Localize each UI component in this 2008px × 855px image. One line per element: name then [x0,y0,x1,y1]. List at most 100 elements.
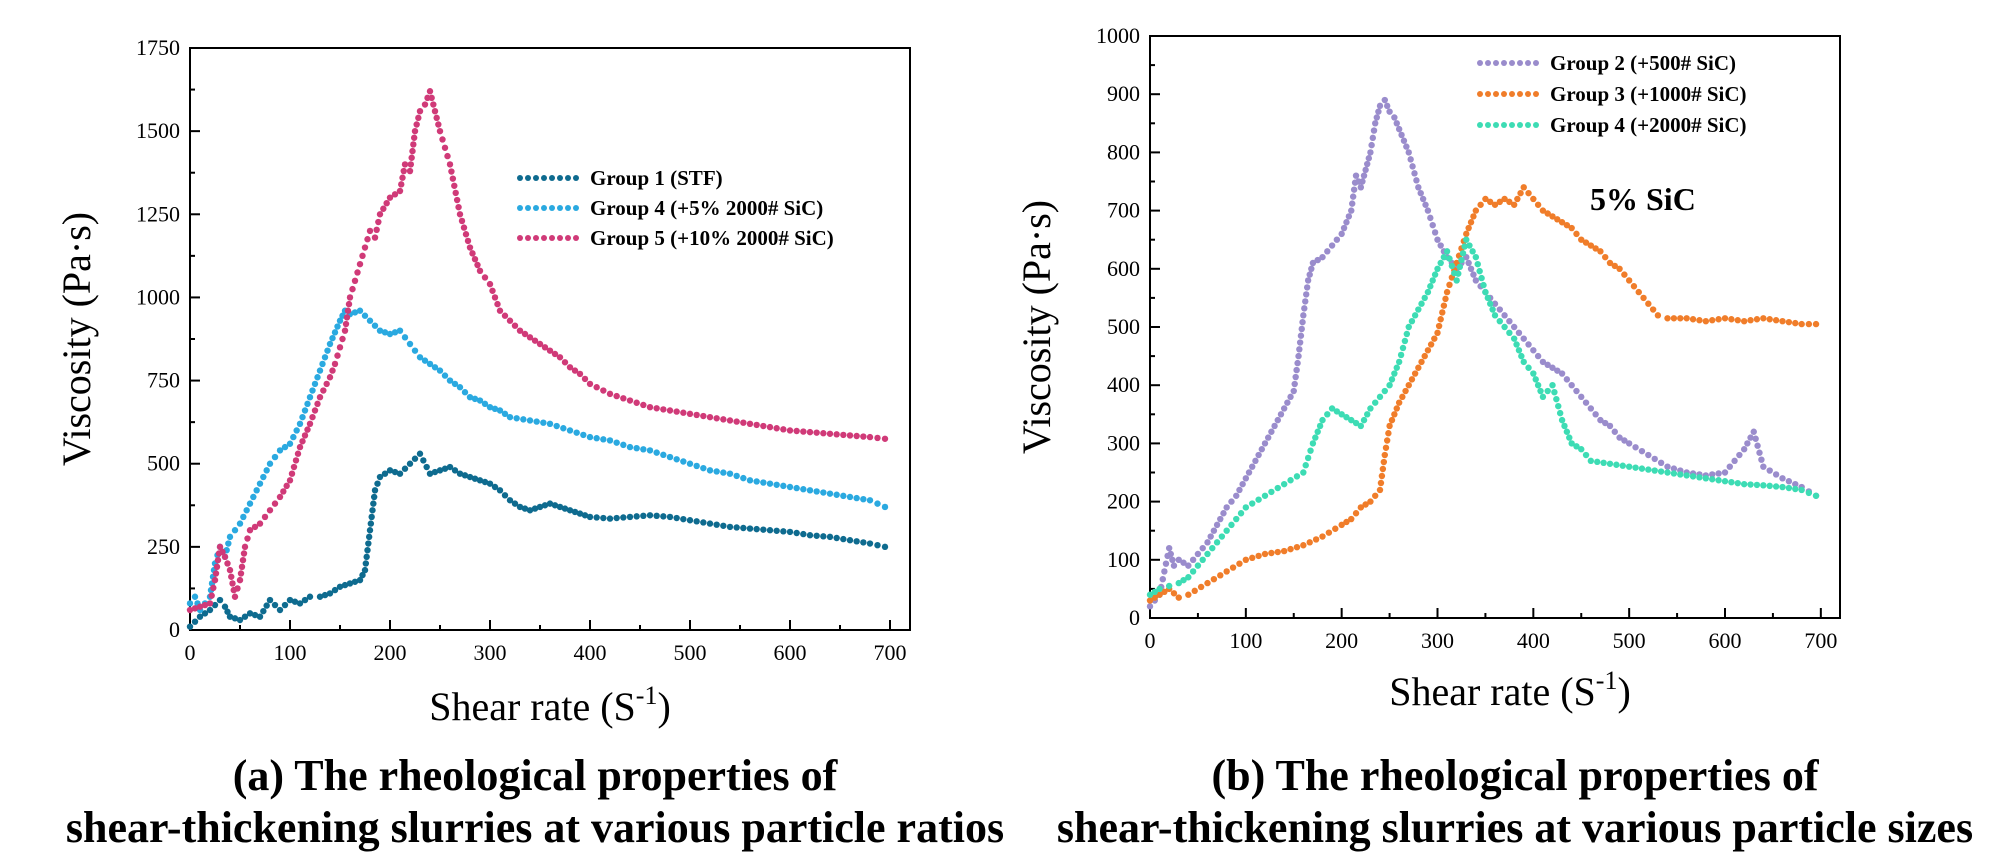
data-point [541,502,549,509]
data-point [1487,300,1494,307]
data-point [1456,263,1464,271]
data-point [471,395,479,403]
data-point [231,593,239,600]
data-point [1357,422,1365,430]
data-point [1348,416,1355,424]
data-point [1482,195,1489,203]
data-point [881,435,889,442]
data-point [1348,207,1355,214]
data-point [860,433,867,440]
data-point [321,354,329,361]
data-point [1300,469,1307,476]
data-point [1386,108,1393,115]
data-point [476,267,484,275]
legend-item-3: Group 4 (+2000# SiC) [1477,113,1747,137]
data-point [494,300,501,308]
data-point [342,320,350,328]
data-point [1472,207,1480,214]
data-point [341,327,349,334]
panel-b-y-axis-title: Viscosity (Pa·s) [1014,200,1059,454]
data-point [1274,548,1281,556]
legend-marker [1485,60,1491,66]
data-point [1309,259,1317,267]
data-point [211,576,219,584]
data-point [406,460,414,467]
data-point [296,443,304,451]
data-point [740,474,747,482]
data-point [339,335,346,343]
data-point [753,421,760,429]
data-point [1549,213,1556,220]
data-point [1302,298,1309,305]
data-point [246,527,254,534]
data-point [1785,484,1793,492]
data-point [1236,560,1243,567]
data-point [368,513,375,521]
y-tick-label: 900 [1107,81,1140,106]
data-point [311,407,319,414]
data-point [726,470,734,477]
data-point [364,236,371,243]
data-point [706,413,714,421]
data-point [293,427,300,434]
panel-a-legend: Group 1 (STF) Group 4 (+5% 2000# SiC) Grou… [517,166,834,250]
data-point [1291,380,1298,388]
data-point [460,224,468,231]
data-point [363,553,370,561]
data-point [1476,267,1483,275]
data-point [840,431,847,439]
data-point [1151,588,1158,596]
data-point [1287,477,1294,484]
panel-b-x-axis-title: Shear rate (S-1) [1389,666,1631,714]
data-point [1324,248,1331,255]
data-point [1594,458,1601,466]
data-point [456,384,464,391]
data-point [1368,141,1375,149]
data-point [406,167,414,175]
data-point [1367,149,1374,156]
data-point [399,174,406,181]
data-point [455,203,462,211]
data-point [546,347,554,354]
data-point [820,533,827,540]
data-point [726,417,734,424]
legend-marker [525,205,531,211]
data-point [314,374,321,381]
data-point [1377,479,1385,487]
data-point [1364,160,1371,168]
data-point [800,486,807,493]
data-point [1386,422,1393,430]
data-point [283,482,290,490]
data-point [1578,236,1585,243]
data-point [1185,574,1192,581]
data-point [1544,361,1551,369]
data-point [436,367,444,374]
data-point [1539,207,1547,214]
data-point [720,469,727,476]
data-point [1549,364,1556,371]
data-point [1510,201,1518,208]
data-point [237,570,245,577]
data-point [196,613,204,620]
data-point [486,280,494,288]
data-point [1419,195,1427,203]
data-point [680,515,687,523]
data-point [1587,457,1595,465]
data-point [1683,315,1690,322]
data-point [1772,483,1780,490]
data-point [1255,496,1262,503]
data-point [1415,364,1422,371]
data-point [329,367,336,374]
x-tick-label: 200 [1325,628,1358,653]
data-point [713,468,720,475]
data-point [431,364,439,371]
data-point [840,492,847,500]
data-point [336,344,344,351]
data-point [326,590,334,597]
data-point [673,456,680,463]
data-point [1747,434,1754,441]
data-point [436,467,444,474]
panel-a-y-axis-title: Viscosity (Pa·s) [54,212,99,466]
data-point [576,510,584,517]
data-point [410,134,418,141]
